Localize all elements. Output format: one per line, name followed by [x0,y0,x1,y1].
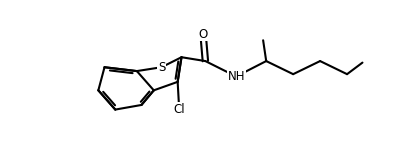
Text: O: O [198,28,208,41]
Text: S: S [158,61,165,74]
Text: Cl: Cl [173,103,185,116]
Text: NH: NH [227,70,245,83]
